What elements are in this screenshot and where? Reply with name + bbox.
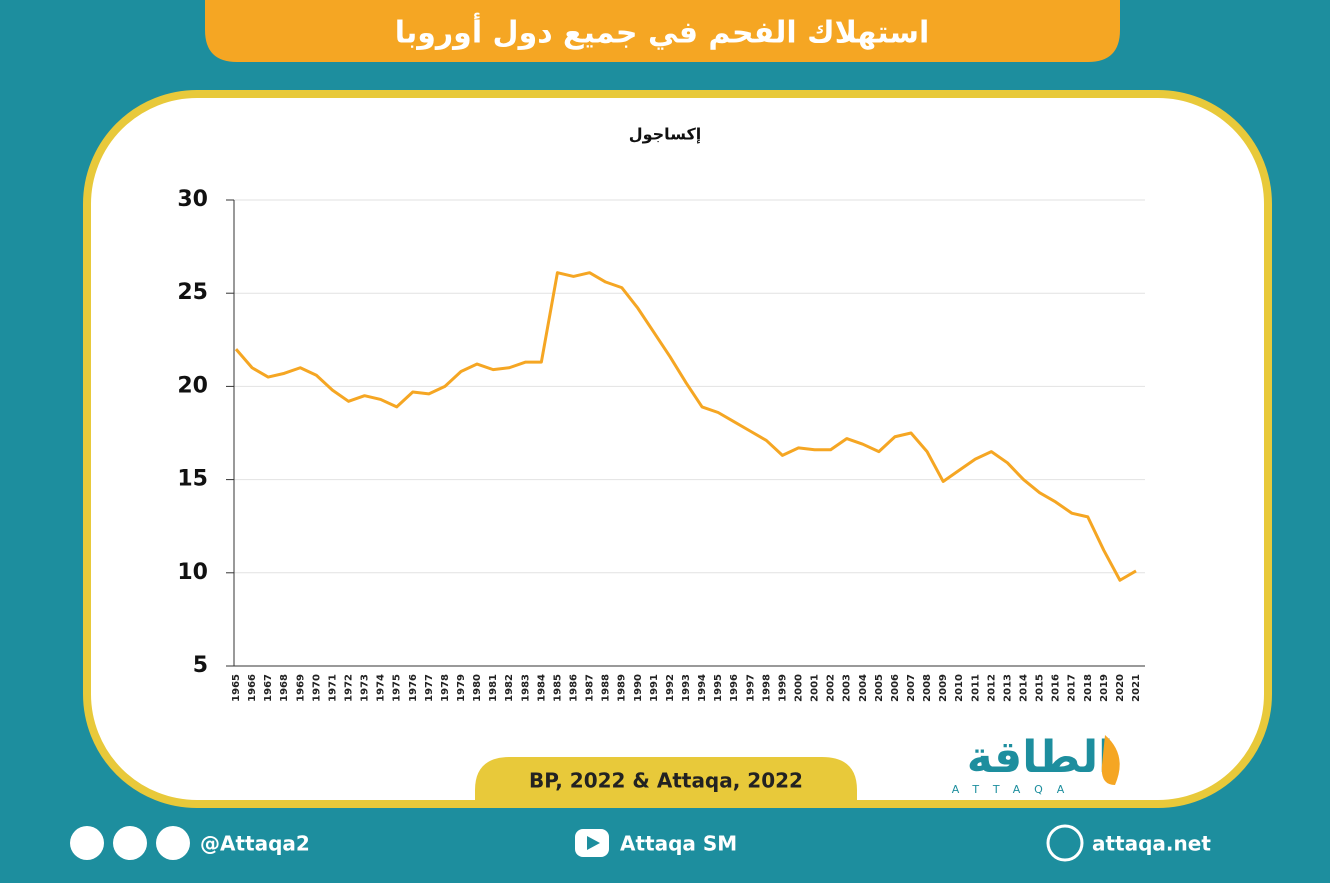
x-tick-label: 1977 xyxy=(424,674,435,702)
x-tick-label: 1997 xyxy=(745,674,756,702)
x-tick-label: 1970 xyxy=(311,674,322,702)
x-tick-label: 1972 xyxy=(344,674,355,702)
logo: الطاقة xyxy=(967,732,1113,783)
x-tick-label: 1968 xyxy=(279,674,290,702)
y-tick-label: 5 xyxy=(193,653,208,678)
x-tick-label: 1988 xyxy=(601,674,612,702)
x-tick-label: 2019 xyxy=(1099,674,1110,702)
x-tick-label: 2008 xyxy=(922,674,933,702)
x-tick-label: 1985 xyxy=(552,674,563,702)
x-tick-label: 2020 xyxy=(1115,674,1126,702)
x-tick-label: 1982 xyxy=(504,674,515,702)
chart: استهلاك الفحم في جميع دول أوروبا إكساجول… xyxy=(0,0,1330,879)
x-tick-label: 2017 xyxy=(1067,674,1078,702)
x-tick-label: 1971 xyxy=(327,674,338,702)
logo-latin: ATTAQA xyxy=(952,783,1079,796)
website: attaqa.net xyxy=(1092,832,1211,856)
x-tick-label: 2001 xyxy=(810,674,821,702)
y-tick-label: 15 xyxy=(177,467,208,492)
x-tick-label: 2007 xyxy=(906,674,917,702)
social-handle: @Attaqa2 xyxy=(200,832,310,856)
x-tick-label: 1996 xyxy=(729,674,740,702)
x-tick-label: 1984 xyxy=(536,674,547,702)
y-tick-label: 25 xyxy=(177,280,208,305)
x-tick-label: 1990 xyxy=(633,674,644,702)
x-tick-label: 1969 xyxy=(295,674,306,702)
x-tick-label: 2016 xyxy=(1051,674,1062,702)
x-tick-label: 2018 xyxy=(1083,674,1094,702)
page: استهلاك الفحم في جميع دول أوروبا إكساجول… xyxy=(0,0,1330,879)
y-axis-unit: إكساجول xyxy=(629,125,702,144)
x-tick-label: 1983 xyxy=(520,674,531,702)
x-tick-label: 2000 xyxy=(794,674,805,702)
x-tick-label: 2010 xyxy=(954,674,965,702)
x-tick-label: 1993 xyxy=(681,674,692,702)
x-tick-label: 1965 xyxy=(231,674,242,702)
x-tick-label: 1989 xyxy=(617,674,628,702)
x-tick-label: 2009 xyxy=(938,674,949,702)
x-tick-label: 1986 xyxy=(569,674,580,702)
x-tick-label: 2014 xyxy=(1019,674,1030,702)
x-tick-label: 2021 xyxy=(1131,674,1142,702)
x-tick-label: 2002 xyxy=(826,674,837,702)
x-tick-label: 2003 xyxy=(842,674,853,702)
x-tick-label: 2011 xyxy=(970,674,981,702)
x-tick-label: 1978 xyxy=(440,674,451,702)
x-tick-label: 1992 xyxy=(665,674,676,702)
x-tick-label: 1981 xyxy=(488,674,499,702)
x-tick-label: 2006 xyxy=(890,674,901,702)
instagram-icon xyxy=(113,826,147,860)
x-tick-label: 2012 xyxy=(986,674,997,702)
x-tick-label: 1967 xyxy=(263,674,274,702)
x-tick-label: 1991 xyxy=(649,674,660,702)
y-tick-label: 30 xyxy=(177,187,208,212)
x-tick-label: 2005 xyxy=(874,674,885,702)
x-tick-label: 1999 xyxy=(777,674,788,702)
x-tick-label: 1966 xyxy=(247,674,258,702)
source: BP, 2022 & Attaqa, 2022 xyxy=(529,769,803,793)
x-tick-label: 1995 xyxy=(713,674,724,702)
x-tick-label: 2013 xyxy=(1002,674,1013,702)
x-tick-label: 1998 xyxy=(761,674,772,702)
x-tick-label: 1987 xyxy=(585,674,596,702)
y-tick-label: 10 xyxy=(177,560,208,585)
y-tick-label: 20 xyxy=(177,373,208,398)
x-tick-label: 1979 xyxy=(456,674,467,702)
x-tick-label: 1973 xyxy=(360,674,371,702)
x-tick-label: 2015 xyxy=(1035,674,1046,702)
youtube-handle: Attaqa SM xyxy=(620,832,737,856)
x-tick-label: 1994 xyxy=(697,674,708,702)
x-tick-label: 1974 xyxy=(376,674,387,702)
facebook-icon xyxy=(156,826,190,860)
x-tick-label: 1976 xyxy=(408,674,419,702)
x-tick-label: 1975 xyxy=(392,674,403,702)
chart-title: استهلاك الفحم في جميع دول أوروبا xyxy=(395,13,930,51)
twitter-icon xyxy=(70,826,104,860)
x-tick-label: 1980 xyxy=(472,674,483,702)
x-tick-label: 2004 xyxy=(858,674,869,702)
